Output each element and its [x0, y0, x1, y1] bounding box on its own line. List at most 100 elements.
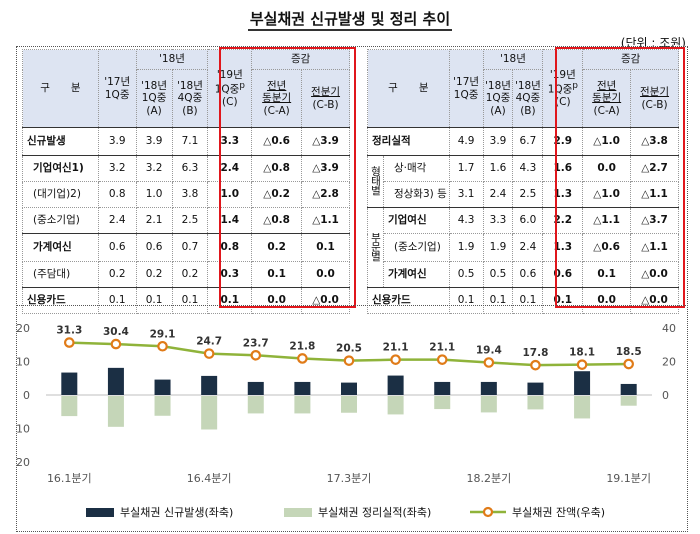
header-18q4: '18년 4Q중 (B) [171, 69, 209, 128]
table-row: (중소기업) 2.4 2.1 2.5 1.4 △0.8 △1.1 [22, 207, 350, 234]
table-cell: 0.6 [135, 233, 173, 262]
table-cell: 0.1 [251, 261, 303, 288]
table-cell: 0.6 [512, 261, 544, 288]
table-cell: 3.3 [482, 207, 514, 234]
section-divider [16, 305, 688, 306]
group-method: 형태별 [367, 155, 384, 208]
table-row: 신용카드 0.1 0.1 0.1 0.1 0.0 △0.0 [367, 287, 679, 314]
table-cell: 1.7 [448, 155, 484, 182]
table-cell: 2.4 [97, 207, 137, 234]
row-label: (주담대) [22, 261, 99, 288]
table-cell: 0.5 [482, 261, 514, 288]
header-yoy: 전년 동분기 (C-A) [251, 69, 303, 128]
header-qoq: 전분기 (C-B) [630, 69, 679, 128]
table-row: 기업여신1) 3.2 3.2 6.3 2.4 △0.8 △3.9 [22, 155, 350, 182]
legend-swatch-resolved [284, 507, 312, 517]
row-label: 기업여신 [382, 207, 450, 234]
table-cell: 3.2 [135, 155, 173, 182]
row-label: 신용카드 [367, 287, 450, 314]
table-cell: 2.5 [171, 207, 209, 234]
table-cell: △0.8 [251, 155, 303, 182]
table-cell: △0.2 [251, 181, 303, 208]
table-row: 부문별 기업여신 4.3 3.3 6.0 2.2 △1.1 △3.7 [367, 207, 679, 288]
legend-resolved: 부실채권 정리실적(좌축) [284, 504, 431, 520]
legend-swatch-balance [470, 506, 506, 518]
table-cell: △0.6 [251, 127, 303, 156]
header-gubun: 구 분 [367, 49, 450, 128]
legend-label-new: 부실채권 신규발생(좌축) [120, 506, 234, 519]
table-cell: 0.2 [135, 261, 173, 288]
table-row: 정리실적 4.9 3.9 6.7 2.9 △1.0 △3.8 [367, 127, 679, 156]
legend-balance: 부실채권 잔액(우축) [470, 504, 605, 520]
table-cell: △3.9 [301, 155, 350, 182]
table-cell: 0.1 [135, 287, 173, 314]
table-cell: 0.1 [448, 287, 484, 314]
table-cell: 0.1 [171, 287, 209, 314]
row-label: 상·매각 [382, 155, 450, 182]
table-cell: △0.8 [251, 207, 303, 234]
table-cell: 0.5 [448, 261, 484, 288]
figure-frame [16, 46, 688, 532]
table-cell: △3.9 [301, 127, 350, 156]
row-label: (중소기업) [382, 233, 450, 262]
table-cell: 3.8 [171, 181, 209, 208]
table-cell: 0.1 [582, 261, 632, 288]
header-18: '18년 [482, 49, 544, 70]
legend-new: 부실채권 신규발생(좌축) [86, 504, 233, 520]
legend-label-balance: 부실채권 잔액(우축) [512, 506, 606, 519]
header-qoq: 전분기 (C-B) [301, 69, 350, 128]
table-cell: 0.2 [97, 261, 137, 288]
table-cell: △1.0 [582, 181, 632, 208]
table-cell: 2.4 [512, 233, 544, 262]
row-label: 가계여신 [382, 261, 450, 288]
table-cell: 6.7 [512, 127, 544, 156]
table-cell: △1.1 [630, 181, 679, 208]
table-cell: 1.0 [135, 181, 173, 208]
row-label: (대기업)2) [22, 181, 99, 208]
table-row: 신용카드 0.1 0.1 0.1 0.1 0.0 △0.0 [22, 287, 350, 314]
table-cell: △0.0 [301, 287, 350, 314]
table-cell: 3.9 [482, 127, 514, 156]
table-cell: △0.6 [582, 233, 632, 262]
group-sector: 부문별 [367, 207, 384, 288]
table-cell: 0.7 [171, 233, 209, 262]
header-change: 증감 [251, 49, 350, 70]
header-17q1: '17년 1Q중 [448, 49, 484, 128]
table-cell: 4.9 [448, 127, 484, 156]
row-label: 정리실적 [367, 127, 450, 156]
table-cell: 0.8 [97, 181, 137, 208]
table-cell: 1.6 [482, 155, 514, 182]
table-cell: 1.3 [542, 233, 584, 262]
header-19q1: '19년 1Q중p (C) [542, 49, 584, 128]
table-cell: △2.8 [301, 181, 350, 208]
npl-resolution-table: 구 분 '17년 1Q중 '18년 '19년 1Q중p (C) 증감 '18년 1Q중(… [367, 49, 679, 314]
table-cell: 0.3 [207, 261, 253, 288]
table-cell: △1.0 [582, 127, 632, 156]
table-cell: 3.9 [97, 127, 137, 156]
table-cell: 1.0 [207, 181, 253, 208]
table-cell: 0.2 [251, 233, 303, 262]
header-18q4: '18년 4Q중 (B) [512, 69, 544, 128]
table-row: 정상화3) 등 3.1 2.4 2.5 1.3 △1.0 △1.1 [368, 181, 679, 208]
row-label: 신규발생 [22, 127, 99, 156]
header-18q1: '18년 1Q중 (A) [482, 69, 514, 128]
table-row: (주담대) 0.2 0.2 0.2 0.3 0.1 0.0 [22, 261, 350, 288]
table-cell: 0.1 [97, 287, 137, 314]
table-cell: 2.2 [542, 207, 584, 234]
table-cell: 2.4 [482, 181, 514, 208]
table-cell: 0.0 [301, 261, 350, 288]
table-cell: 4.3 [512, 155, 544, 182]
table-cell: △3.7 [630, 207, 679, 234]
header-18: '18년 [135, 49, 209, 70]
table-cell: 4.3 [448, 207, 484, 234]
table-cell: △0.0 [630, 261, 679, 288]
legend-label-resolved: 부실채권 정리실적(좌축) [318, 506, 432, 519]
row-label: 가계여신 [22, 233, 99, 262]
table-cell: 0.0 [251, 287, 303, 314]
table-cell: △1.1 [630, 233, 679, 262]
table-cell: 2.4 [207, 155, 253, 182]
table-cell: 1.9 [482, 233, 514, 262]
chart-title: 부실채권 신규발생 및 정리 추이 [0, 8, 700, 31]
table-cell: 6.3 [171, 155, 209, 182]
row-label: 정상화3) 등 [382, 181, 450, 208]
